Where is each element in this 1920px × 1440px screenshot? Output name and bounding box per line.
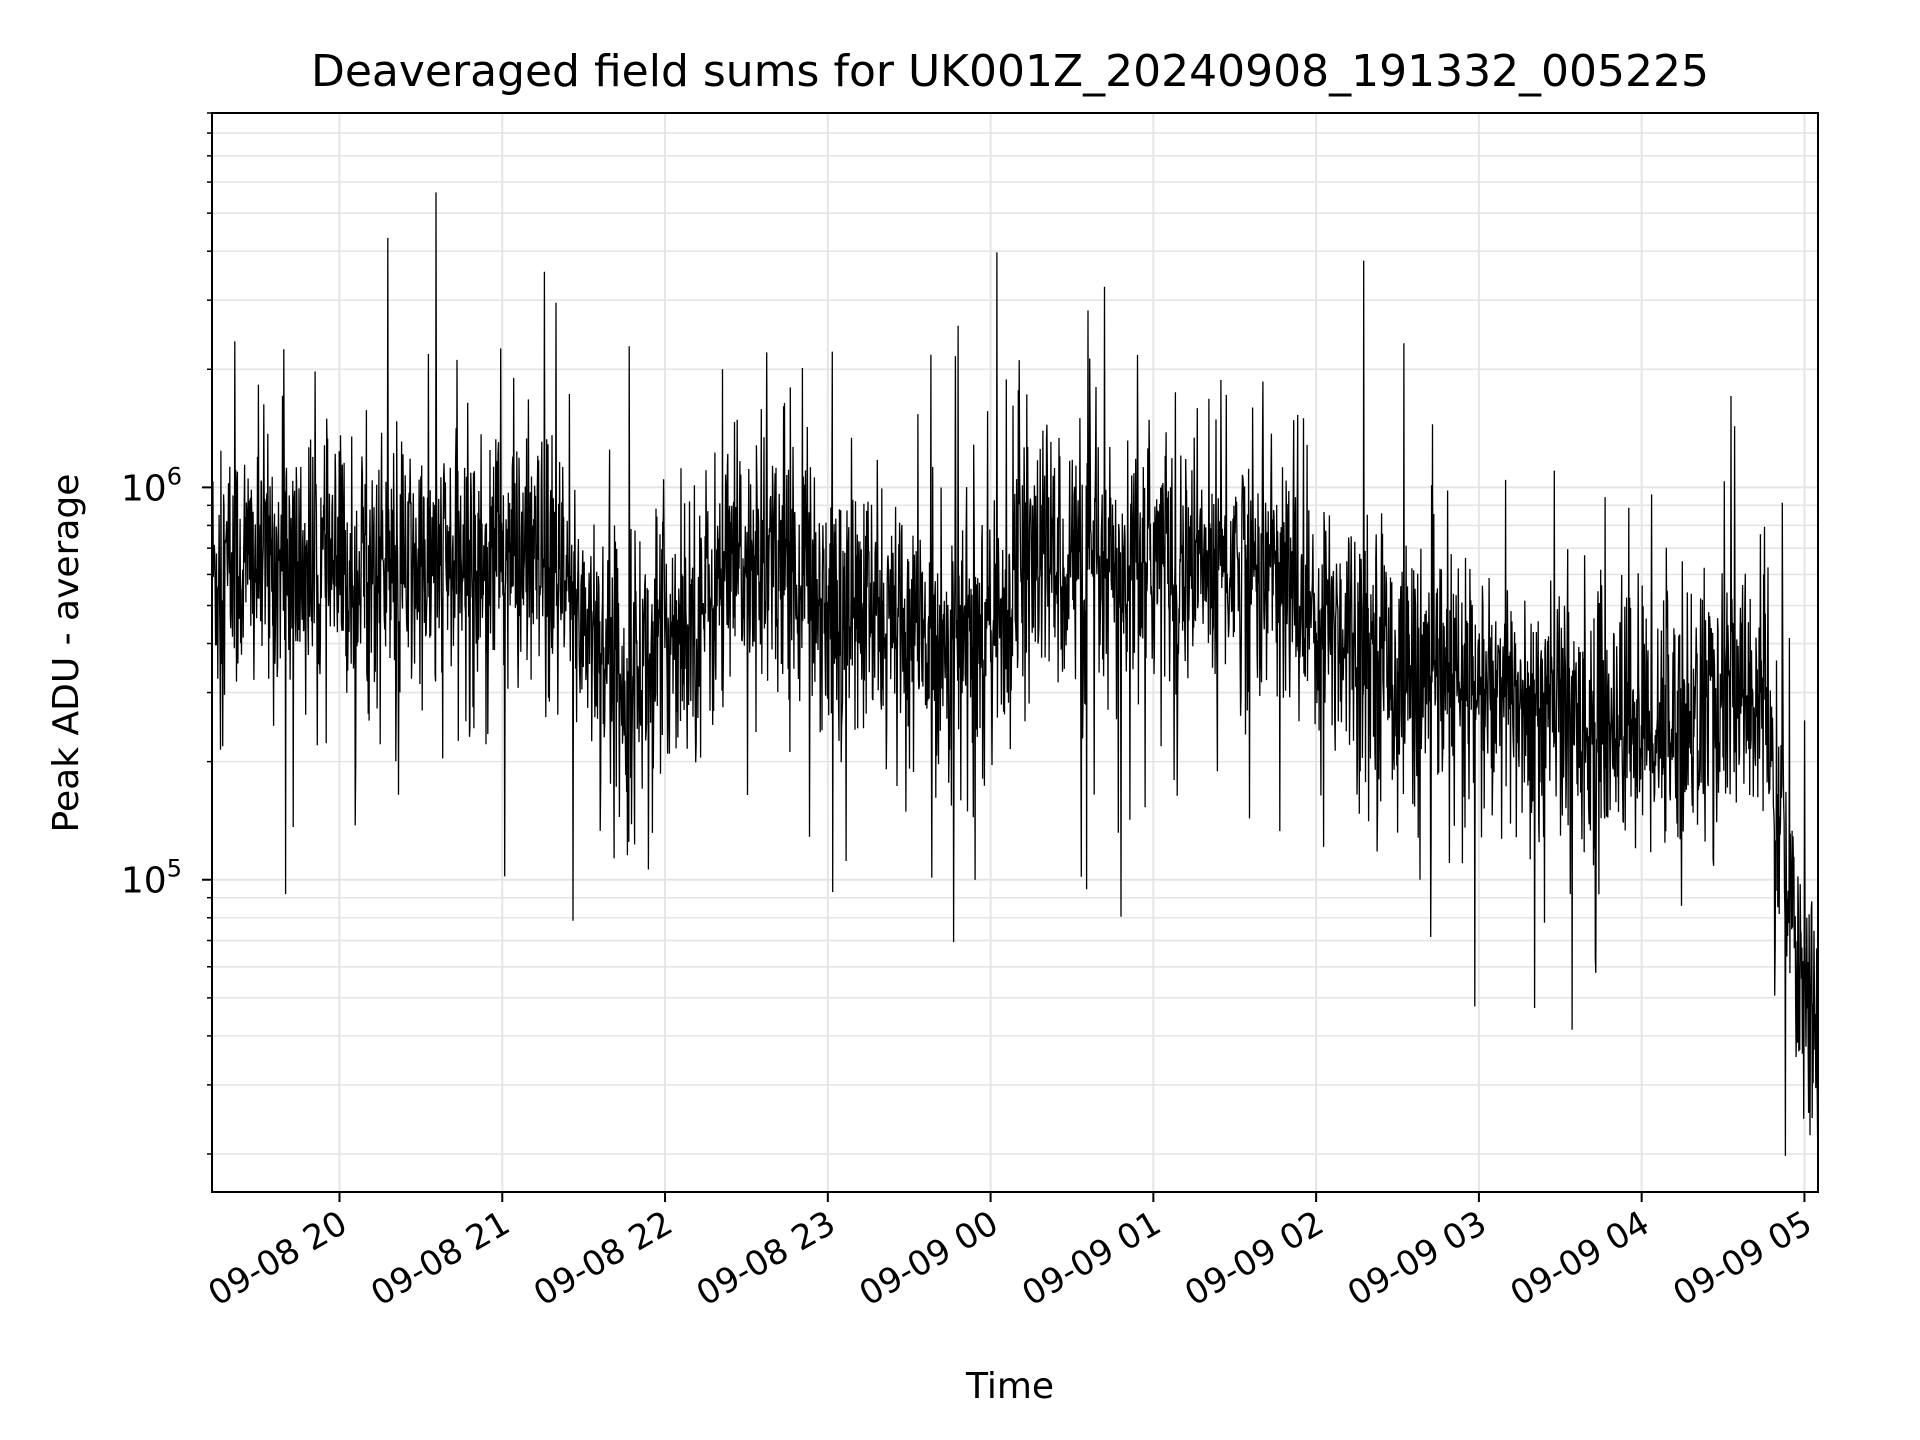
y-axis-label: Peak ADU - average	[46, 474, 87, 833]
series-line	[211, 192, 1819, 1156]
y-tick-label: 106	[121, 462, 182, 509]
chart-title: Deaveraged field sums for UK001Z_2024090…	[311, 46, 1709, 97]
plot-frame	[211, 112, 1819, 1193]
x-axis-label: Time	[965, 1366, 1054, 1407]
data-series	[211, 192, 1819, 1156]
y-tick-label: 105	[121, 855, 182, 902]
